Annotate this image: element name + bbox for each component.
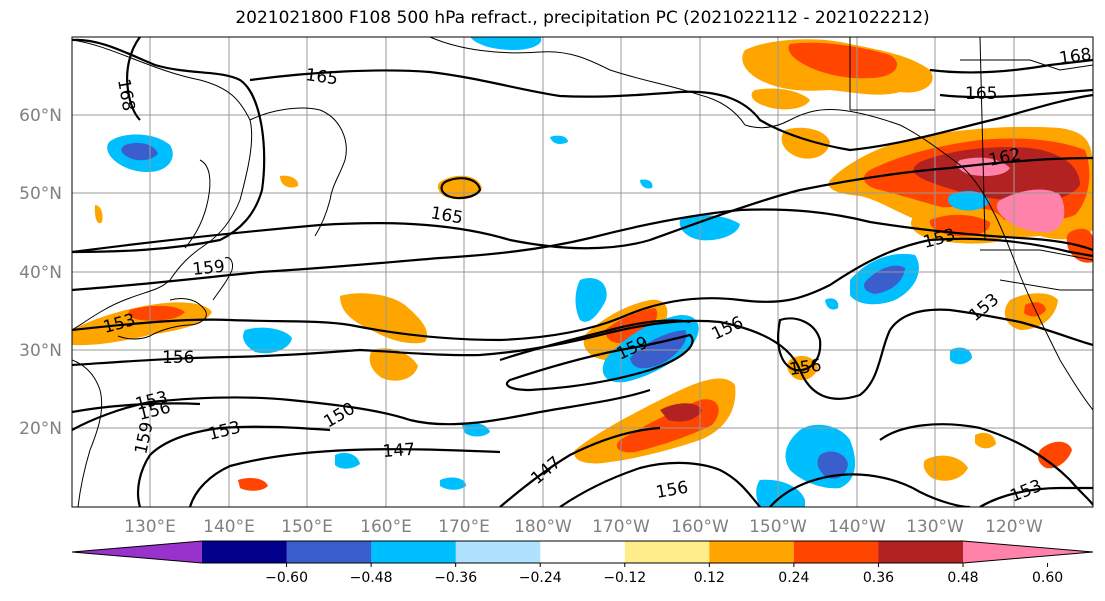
colorbar-swatch [624,541,710,563]
colorbar-tick-label: 0.60 [1032,570,1063,586]
colorbar-swatch [709,541,795,563]
lon-label: 170°E [438,517,490,537]
colorbar-swatch [72,541,202,563]
colorbar-swatch [371,541,457,563]
lat-label: 60°N [19,106,62,126]
contour-label: 147 [382,440,416,462]
contour-label: 168 [1058,45,1093,69]
colorbar-swatch [963,541,1093,563]
gridlines [72,37,1093,507]
lon-label: 150°W [749,517,807,537]
colorbar-swatch [286,541,372,563]
lon-label: 170°W [592,517,650,537]
colorbar-swatch [540,541,626,563]
colorbar-tick-label: −0.36 [434,570,477,586]
colorbar-swatch [878,541,964,563]
contour-label: 165 [304,65,339,89]
lat-label: 50°N [19,184,62,204]
colorbar-tick-label: 0.24 [778,570,809,586]
colorbar-swatch [455,541,541,563]
lon-label: 160°E [360,517,412,537]
colorbar-tick-label: −0.24 [519,570,562,586]
contour-label: 159 [191,257,225,280]
contour-label: 165 [965,84,997,104]
colorbar-tick-label: −0.60 [265,570,308,586]
contour-label: 156 [788,356,823,380]
latitude-labels: 60°N 50°N 40°N 30°N 20°N [19,106,62,439]
colorbar-tick-label: −0.12 [603,570,646,586]
refractivity-contours [72,37,1093,507]
colorbar: −0.60 −0.48 −0.36 −0.24 −0.12 0.12 0.24 0.36 0.4… [71,540,1094,586]
lon-label: 180°W [514,517,572,537]
longitude-labels: 130°E 140°E 150°E 160°E 170°E 180°W 170°… [124,517,1043,537]
colorbar-tick-label: −0.48 [350,570,393,586]
lat-label: 40°N [19,263,62,283]
lon-label: 140°E [203,517,255,537]
map-frame [71,36,1094,508]
lon-label: 130°W [906,517,964,537]
colorbar-tick-label: 0.48 [947,570,978,586]
contour-label: 156 [162,348,194,368]
lon-label: 150°E [281,517,333,537]
coastlines [72,37,1093,507]
lon-label: 140°W [828,517,886,537]
lat-label: 30°N [19,341,62,361]
page-title: 2021021800 F108 500 hPa refract., precip… [235,8,930,28]
lon-label: 160°W [671,517,729,537]
lon-label: 130°E [124,517,176,537]
lat-label: 20°N [19,419,62,439]
lon-label: 120°W [985,517,1043,537]
colorbar-swatch [202,541,288,563]
colorbar-tick-label: 0.36 [863,570,894,586]
colorbar-tick-label: 0.12 [694,570,725,586]
colorbar-swatch [793,541,879,563]
colorbar-outline [71,540,1094,564]
